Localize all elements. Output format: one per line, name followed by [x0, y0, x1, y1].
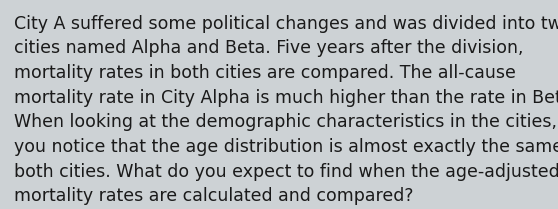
Text: cities named Alpha and Beta. Five years after the division,: cities named Alpha and Beta. Five years … — [14, 39, 523, 57]
Text: mortality rates in both cities are compared. The all-cause: mortality rates in both cities are compa… — [14, 64, 516, 82]
Text: When looking at the demographic characteristics in the cities,: When looking at the demographic characte… — [14, 113, 557, 131]
Text: you notice that the age distribution is almost exactly the same in: you notice that the age distribution is … — [14, 138, 558, 156]
Text: mortality rates are calculated and compared?: mortality rates are calculated and compa… — [14, 187, 413, 205]
Text: City A suffered some political changes and was divided into two: City A suffered some political changes a… — [14, 15, 558, 33]
Text: both cities. What do you expect to find when the age-adjusted: both cities. What do you expect to find … — [14, 163, 558, 181]
Text: mortality rate in City Alpha is much higher than the rate in Beta.: mortality rate in City Alpha is much hig… — [14, 89, 558, 107]
